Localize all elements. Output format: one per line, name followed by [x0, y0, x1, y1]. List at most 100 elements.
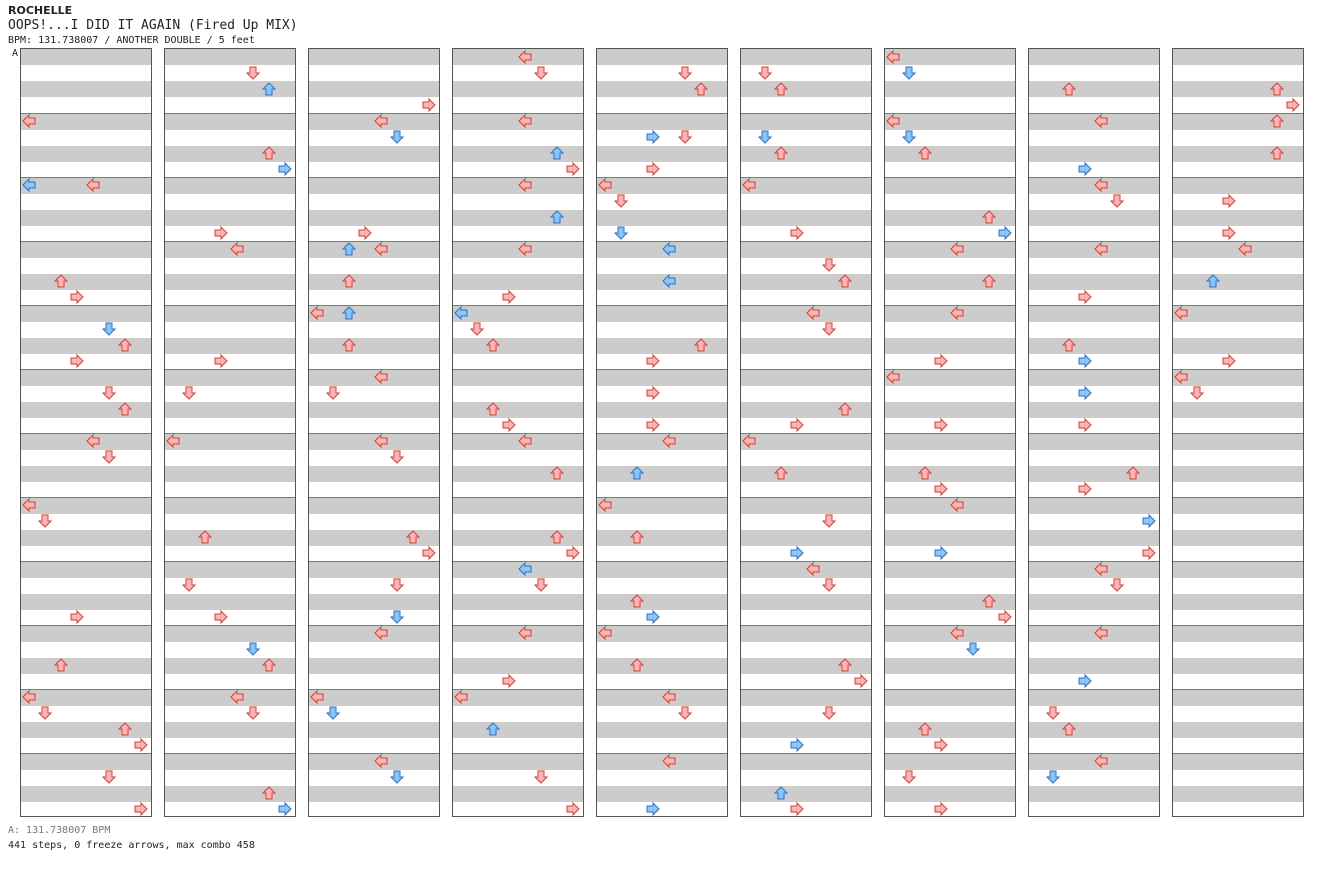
left-arrow-icon	[518, 178, 532, 192]
right-arrow-icon	[70, 610, 84, 624]
beat-band	[165, 530, 295, 546]
up-arrow-icon	[774, 146, 788, 160]
up-arrow-icon	[630, 594, 644, 608]
beat-band	[165, 562, 295, 578]
up-arrow-icon	[486, 338, 500, 352]
down-arrow-icon	[102, 770, 116, 784]
beat-band	[165, 690, 295, 706]
measure	[21, 753, 151, 816]
right-arrow-icon	[214, 226, 228, 240]
measure	[21, 369, 151, 433]
beat-band	[885, 114, 1015, 130]
up-arrow-icon	[550, 530, 564, 544]
beat-band	[885, 690, 1015, 706]
beat-band	[597, 274, 727, 290]
beat-band	[1173, 242, 1303, 258]
left-arrow-icon	[454, 306, 468, 320]
left-arrow-icon	[1174, 370, 1188, 384]
down-arrow-icon	[678, 66, 692, 80]
beat-band	[453, 370, 583, 386]
beat-band	[1173, 114, 1303, 130]
chart-column-6	[740, 48, 872, 817]
beat-band	[597, 242, 727, 258]
beat-band	[165, 81, 295, 97]
down-arrow-icon	[390, 130, 404, 144]
left-arrow-icon	[886, 370, 900, 384]
beat-band	[885, 722, 1015, 738]
down-arrow-icon	[390, 770, 404, 784]
song-title: OOPS!...I DID IT AGAIN (Fired Up MIX)	[8, 18, 298, 33]
beat-band	[309, 722, 439, 738]
beat-band	[597, 498, 727, 514]
measure	[453, 433, 583, 497]
beat-band	[21, 178, 151, 194]
measure	[741, 305, 871, 369]
measure	[1029, 433, 1159, 497]
measure	[309, 497, 439, 561]
right-arrow-icon	[1078, 482, 1092, 496]
chart-column-4	[452, 48, 584, 817]
up-arrow-icon	[262, 146, 276, 160]
beat-band	[1173, 786, 1303, 802]
up-arrow-icon	[406, 530, 420, 544]
beat-band	[885, 242, 1015, 258]
down-arrow-icon	[390, 450, 404, 464]
measure	[1029, 625, 1159, 689]
beat-band	[1029, 242, 1159, 258]
right-arrow-icon	[934, 482, 948, 496]
left-arrow-icon	[518, 50, 532, 64]
left-arrow-icon	[374, 434, 388, 448]
beat-band	[1029, 146, 1159, 162]
steps-summary: 441 steps, 0 freeze arrows, max combo 45…	[8, 840, 255, 851]
left-arrow-icon	[886, 50, 900, 64]
beat-band	[453, 81, 583, 97]
down-arrow-icon	[246, 706, 260, 720]
beat-band	[21, 722, 151, 738]
beat-band	[21, 274, 151, 290]
measure	[165, 49, 295, 113]
right-arrow-icon	[998, 610, 1012, 624]
down-arrow-icon	[534, 770, 548, 784]
down-arrow-icon	[614, 194, 628, 208]
left-arrow-icon	[86, 434, 100, 448]
beat-band	[309, 658, 439, 674]
measure	[1029, 305, 1159, 369]
beat-band	[1029, 658, 1159, 674]
measure	[885, 497, 1015, 561]
up-arrow-icon	[1270, 114, 1284, 128]
beat-band	[309, 210, 439, 226]
beat-band	[453, 754, 583, 770]
left-arrow-icon	[374, 626, 388, 640]
right-arrow-icon	[1222, 194, 1236, 208]
right-arrow-icon	[566, 546, 580, 560]
down-arrow-icon	[822, 578, 836, 592]
beat-band	[309, 370, 439, 386]
beat-band	[885, 274, 1015, 290]
beat-band	[309, 754, 439, 770]
measure	[309, 625, 439, 689]
measure	[309, 49, 439, 113]
beat-band	[21, 626, 151, 642]
beat-band	[1173, 434, 1303, 450]
measure	[885, 49, 1015, 113]
right-arrow-icon	[790, 738, 804, 752]
right-arrow-icon	[1078, 674, 1092, 688]
right-arrow-icon	[1078, 162, 1092, 176]
beat-band	[885, 370, 1015, 386]
up-arrow-icon	[262, 82, 276, 96]
beat-band	[1173, 754, 1303, 770]
up-arrow-icon	[982, 274, 996, 288]
right-arrow-icon	[1222, 354, 1236, 368]
measure	[1029, 113, 1159, 177]
right-arrow-icon	[566, 802, 580, 816]
measure	[1173, 305, 1303, 369]
measure	[1173, 625, 1303, 689]
right-arrow-icon	[502, 674, 516, 688]
beat-band	[21, 210, 151, 226]
beat-band	[597, 49, 727, 65]
measure	[453, 241, 583, 305]
beat-band	[741, 402, 871, 418]
measure	[21, 113, 151, 177]
beat-band	[885, 146, 1015, 162]
beat-band	[597, 81, 727, 97]
